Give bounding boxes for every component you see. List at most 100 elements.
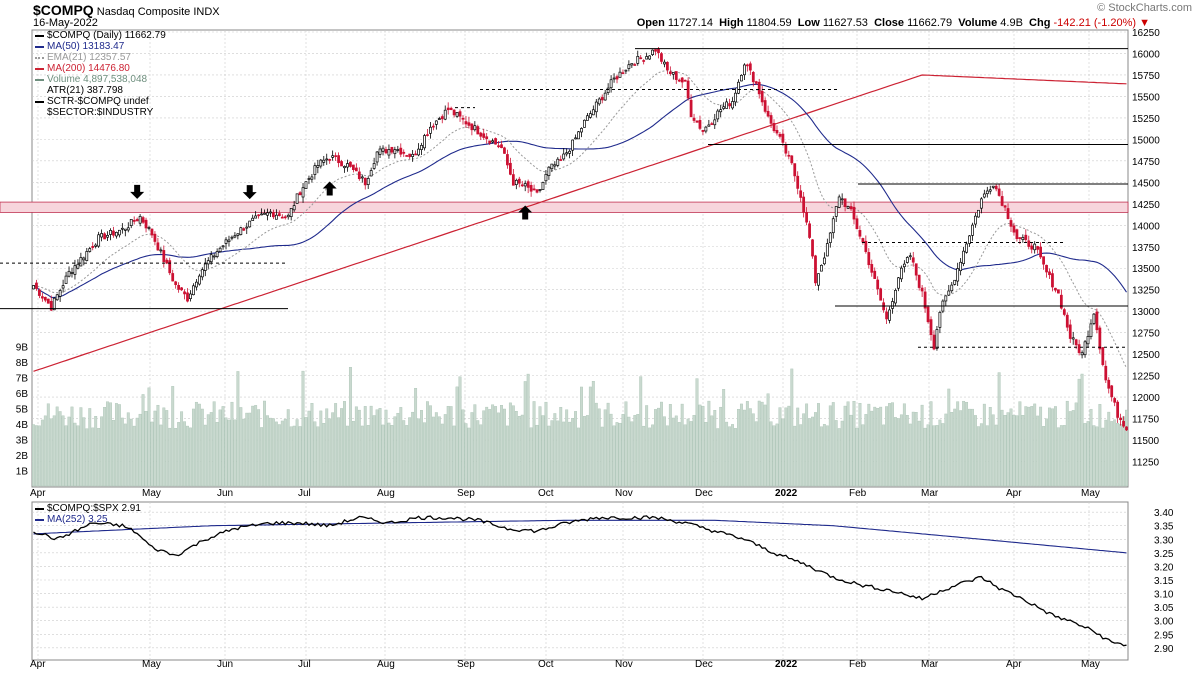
stockcharts-logo[interactable]: © StockCharts.com bbox=[1097, 2, 1192, 14]
volume-bar bbox=[648, 427, 652, 487]
y-tick-label: 13750 bbox=[1132, 243, 1160, 254]
candle-body bbox=[393, 149, 397, 155]
candle-body bbox=[248, 220, 252, 228]
candle-body bbox=[79, 257, 83, 267]
candle-body bbox=[660, 53, 663, 62]
candle-body bbox=[805, 212, 808, 223]
volume-bar bbox=[227, 419, 231, 487]
candle-body bbox=[369, 170, 373, 177]
y-tick-label: 13250 bbox=[1132, 286, 1160, 297]
candle-body bbox=[411, 153, 415, 157]
volume-bar bbox=[180, 411, 184, 487]
candle-body bbox=[1080, 352, 1084, 356]
volume-bar bbox=[1116, 423, 1120, 487]
x-tick-label: Apr bbox=[1006, 659, 1022, 670]
volume-bar bbox=[58, 411, 62, 487]
candle-body bbox=[926, 306, 930, 323]
volume-bar bbox=[203, 424, 207, 487]
candle-body bbox=[464, 121, 468, 125]
candle-body bbox=[1012, 225, 1016, 233]
candle-body bbox=[242, 228, 246, 231]
candle-body bbox=[603, 92, 607, 101]
volume-bar bbox=[1071, 410, 1075, 487]
volume-bar bbox=[609, 413, 613, 487]
y-tick-label: 11500 bbox=[1132, 436, 1160, 447]
volume-bar bbox=[79, 407, 83, 487]
candle-body bbox=[651, 49, 654, 55]
volume-bar bbox=[683, 424, 687, 487]
candle-body bbox=[43, 296, 47, 301]
volume-bar bbox=[568, 421, 572, 487]
volume-bar bbox=[1089, 408, 1093, 487]
candle-body bbox=[556, 158, 560, 166]
candle-body bbox=[346, 163, 349, 168]
volume-bar bbox=[932, 425, 936, 487]
candle-body bbox=[621, 72, 625, 75]
down-arrow-icon bbox=[242, 185, 257, 200]
volume-bar bbox=[277, 424, 281, 487]
candle-body bbox=[864, 240, 868, 252]
candle-body bbox=[129, 219, 133, 226]
candle-body bbox=[544, 173, 548, 182]
candle-body bbox=[363, 177, 367, 186]
volume-bar bbox=[393, 416, 397, 487]
volume-bar bbox=[337, 417, 341, 487]
candle-body bbox=[147, 227, 151, 229]
volume-bar bbox=[846, 401, 850, 487]
candle-body bbox=[588, 113, 592, 118]
volume-bar bbox=[100, 416, 104, 487]
candle-body bbox=[828, 232, 832, 244]
candle-body bbox=[648, 55, 651, 60]
candle-body bbox=[808, 223, 811, 238]
candle-body bbox=[861, 238, 865, 243]
candle-body bbox=[443, 109, 447, 120]
volume-bar bbox=[1003, 415, 1007, 487]
volume-bar bbox=[597, 408, 601, 487]
volume-bar bbox=[200, 408, 204, 487]
volume-bar bbox=[70, 406, 74, 487]
volume-bar bbox=[879, 406, 883, 487]
candle-body bbox=[737, 81, 740, 94]
candle-body bbox=[834, 206, 838, 217]
volume-bar bbox=[811, 416, 814, 487]
candle-body bbox=[837, 196, 841, 208]
volume-bar bbox=[642, 425, 646, 487]
candle-body bbox=[820, 264, 823, 272]
volume-bar bbox=[517, 416, 521, 487]
ratio-tick-label: 3.15 bbox=[1154, 576, 1174, 587]
candle-body bbox=[458, 111, 462, 117]
volume-bar bbox=[177, 422, 181, 487]
candle-body bbox=[748, 63, 752, 71]
volume-tick-label: 1B bbox=[16, 467, 29, 478]
candle-body bbox=[1107, 379, 1111, 389]
candle-body bbox=[982, 193, 986, 198]
candle-body bbox=[988, 189, 992, 192]
candle-body bbox=[206, 260, 210, 265]
candle-body bbox=[272, 212, 275, 218]
volume-bar bbox=[523, 381, 527, 487]
volume-bar bbox=[378, 408, 382, 487]
legend-item: Volume 4,897,538,048 bbox=[35, 74, 166, 85]
candle-body bbox=[855, 218, 859, 230]
candle-body bbox=[686, 80, 690, 99]
volume-tick-label: 7B bbox=[16, 374, 29, 385]
candle-body bbox=[775, 130, 779, 134]
candle-body bbox=[64, 275, 68, 284]
candle-body bbox=[597, 98, 601, 105]
volume-bar bbox=[144, 411, 148, 487]
y-tick-label: 15500 bbox=[1132, 92, 1160, 103]
legend-swatch bbox=[35, 507, 44, 510]
down-arrow-icon bbox=[130, 184, 145, 199]
volume-bar bbox=[828, 405, 832, 487]
volume-bar bbox=[91, 427, 95, 487]
volume-bar bbox=[562, 421, 566, 487]
volume-bar bbox=[968, 408, 971, 487]
candle-body bbox=[280, 216, 284, 219]
legend-text: $COMPQ (Daily) 11662.79 bbox=[47, 30, 166, 41]
candle-body bbox=[725, 101, 729, 109]
candle-body bbox=[840, 198, 844, 201]
candle-body bbox=[408, 153, 412, 158]
x-tick-label: Aug bbox=[377, 488, 395, 499]
volume-bar bbox=[580, 386, 583, 487]
